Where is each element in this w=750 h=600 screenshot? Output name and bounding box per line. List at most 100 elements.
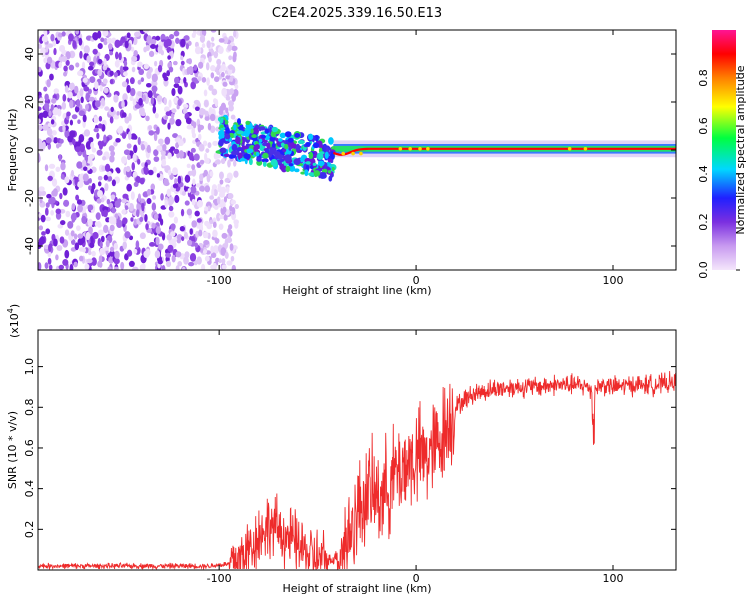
noise-blob — [198, 62, 203, 69]
noise-blob — [88, 185, 91, 190]
noise-blob — [204, 206, 208, 211]
noise-blob — [47, 57, 52, 64]
noise-blob — [132, 67, 136, 73]
noise-blob — [174, 31, 180, 37]
noise-blob — [211, 72, 215, 78]
noise-blob — [153, 106, 157, 114]
colorbar-tick-label: 0.8 — [697, 69, 710, 87]
noise-blob — [91, 251, 96, 257]
noise-blob — [122, 66, 128, 71]
noise-blob — [201, 186, 205, 191]
noise-blob — [210, 114, 216, 121]
snr-y-tick-label: 1.0 — [23, 358, 36, 376]
line-bead — [584, 147, 588, 151]
transition-blob — [318, 160, 325, 166]
noise-blob — [129, 261, 135, 267]
noise-blob — [150, 44, 156, 49]
noise-blob — [234, 222, 238, 229]
noise-blob — [107, 199, 110, 205]
noise-blob — [99, 248, 105, 255]
noise-blob — [94, 81, 99, 90]
noise-blob — [160, 193, 164, 200]
noise-blob — [214, 51, 218, 58]
noise-blob — [103, 135, 106, 143]
noise-blob — [48, 111, 51, 117]
noise-blob — [178, 176, 182, 184]
noise-blob — [122, 209, 126, 214]
noise-blob — [127, 143, 132, 148]
noise-blob — [152, 203, 156, 211]
noise-blob — [179, 150, 184, 159]
noise-blob — [168, 99, 171, 107]
noise-blob — [180, 226, 185, 231]
noise-blob — [210, 246, 214, 254]
noise-blob — [163, 181, 169, 186]
noise-blob — [130, 96, 134, 101]
noise-blob — [133, 50, 138, 56]
snr-y-tick-label: 0.8 — [23, 399, 36, 417]
noise-blob — [187, 125, 193, 130]
noise-blob — [61, 174, 65, 180]
noise-blob — [156, 126, 160, 135]
noise-blob — [138, 98, 143, 106]
noise-blob — [83, 114, 87, 122]
noise-blob — [139, 217, 143, 222]
noise-blob — [110, 79, 113, 84]
noise-blob — [214, 76, 219, 82]
noise-blob — [222, 82, 227, 87]
noise-blob — [225, 178, 230, 183]
transition-blob — [308, 134, 313, 140]
transition-blob — [253, 146, 257, 151]
noise-blob — [170, 223, 175, 230]
noise-blob — [175, 119, 181, 126]
noise-blob — [220, 179, 224, 184]
noise-blob — [151, 97, 154, 105]
noise-blob — [232, 54, 236, 62]
noise-blob — [228, 193, 234, 199]
noise-blob — [233, 160, 236, 167]
noise-blob — [209, 220, 213, 225]
svg-text:(x104): (x104) — [6, 304, 21, 338]
noise-blob — [130, 217, 133, 221]
noise-blob — [101, 236, 105, 243]
noise-blob — [49, 265, 53, 270]
noise-blob — [162, 144, 166, 151]
noise-blob — [88, 137, 93, 143]
noise-blob — [167, 123, 170, 130]
noise-blob — [146, 71, 151, 79]
noise-blob — [140, 178, 145, 185]
transition-blob — [243, 153, 250, 159]
noise-blob — [171, 108, 176, 113]
noise-blob — [202, 43, 205, 48]
noise-blob — [127, 154, 131, 160]
line-bead — [426, 147, 430, 151]
noise-blob — [164, 115, 168, 120]
noise-blob — [52, 130, 57, 135]
noise-blob — [152, 73, 158, 82]
noise-blob — [80, 88, 84, 97]
noise-blob — [148, 130, 154, 136]
noise-blob — [147, 145, 151, 153]
snr-x-label: Height of straight line (km) — [282, 582, 431, 595]
noise-blob — [197, 256, 202, 264]
noise-blob — [198, 76, 202, 81]
noise-blob — [181, 209, 184, 216]
noise-blob — [144, 64, 149, 70]
noise-blob — [229, 205, 232, 211]
noise-blob — [76, 99, 80, 108]
noise-blob — [63, 72, 67, 77]
noise-blob — [100, 242, 103, 248]
noise-blob — [136, 240, 140, 249]
noise-blob — [144, 214, 147, 222]
transition-blob — [259, 126, 266, 130]
spectrogram-panel: -100 0 100 -40 -20 0 20 40 Height of straight … — [6, 27, 676, 297]
noise-blob — [69, 65, 74, 71]
noise-blob — [187, 240, 192, 246]
transition-blob — [220, 125, 224, 128]
noise-blob — [44, 103, 50, 110]
snr-scale-label: (x104) — [6, 304, 21, 338]
noise-blob — [228, 55, 232, 60]
noise-blob — [219, 215, 225, 220]
noise-blob — [40, 236, 45, 245]
noise-blob — [171, 88, 175, 96]
